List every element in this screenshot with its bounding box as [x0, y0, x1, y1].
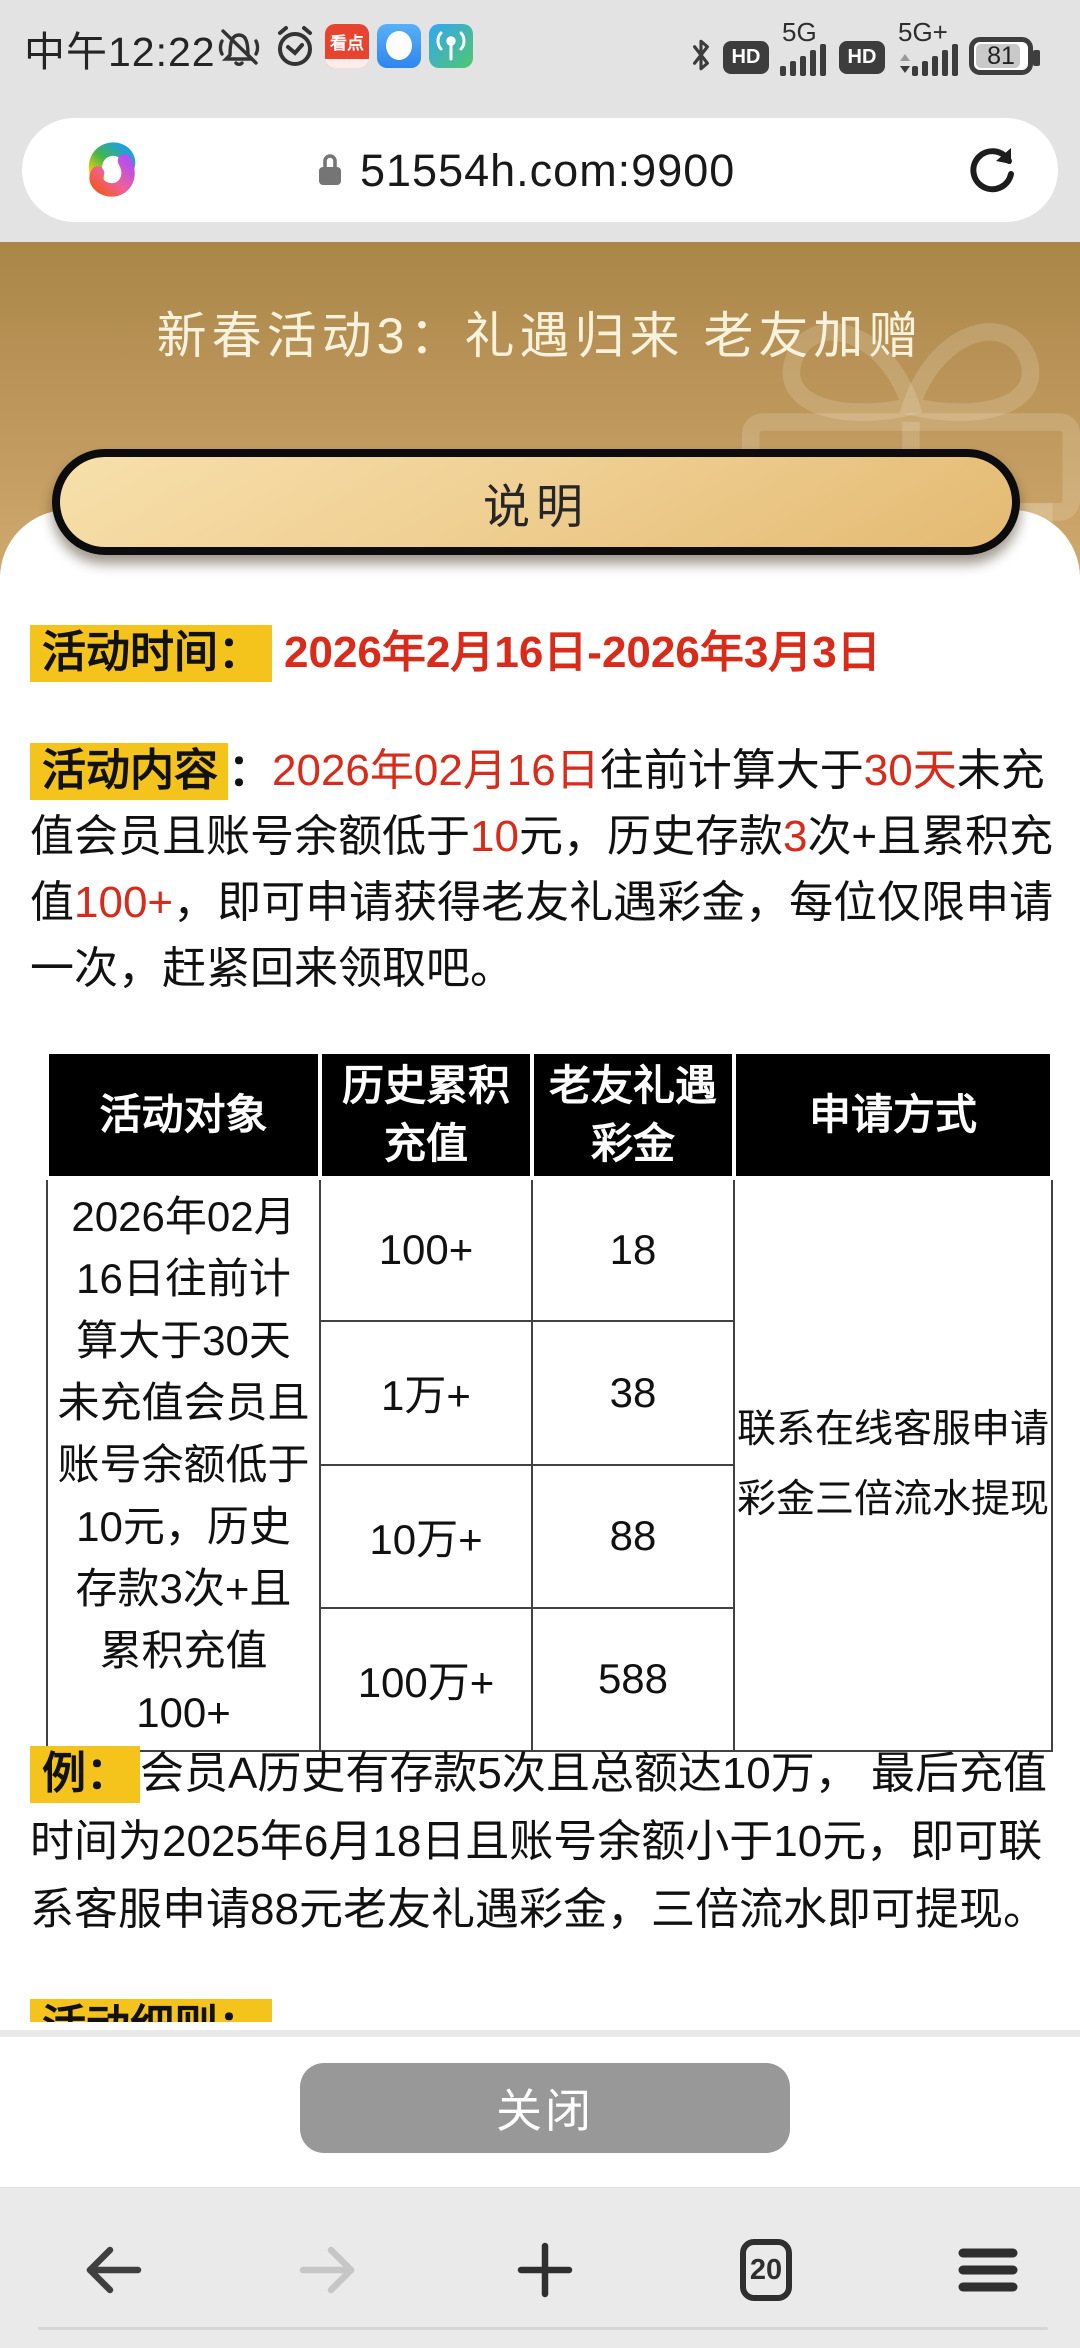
- cell-bonus: 588: [531, 1606, 735, 1753]
- table-header-row: 活动对象 历史累积充值 老友礼遇彩金 申请方式: [45, 1050, 1054, 1180]
- hotspot-app-icon: [429, 24, 473, 68]
- cell-target: 2026年02月16日往前计算大于30天未充值会员且账号余额低于10元，历史存款…: [46, 1177, 321, 1752]
- cell-bonus: 88: [531, 1463, 735, 1609]
- kandian-app-band: [325, 59, 369, 68]
- activity-time-value: 2026年2月16日-2026年3月3日: [284, 628, 881, 677]
- example-label: 例：: [30, 1746, 140, 1803]
- browser-bottom-bar: 20: [0, 2187, 1080, 2348]
- promo-title: 新春活动3：礼遇归来 老友加赠: [156, 308, 924, 364]
- table-row: 1万+ 38: [47, 1320, 1052, 1466]
- refresh-icon[interactable]: [966, 144, 1018, 196]
- network-5g-plus-label: 5G+: [898, 17, 948, 47]
- moon-app-icon: [377, 24, 421, 68]
- home-indicator: [38, 2327, 1048, 2330]
- battery-percent: 81: [987, 41, 1015, 70]
- header-target: 活动对象: [45, 1050, 322, 1180]
- signal-bars-icon: [780, 44, 826, 76]
- activity-detail-label: 活动内容: [30, 743, 228, 800]
- activity-time-row: 活动时间： 2026年2月16日-2026年3月3日: [30, 620, 1060, 686]
- activity-time-label: 活动时间：: [30, 625, 272, 682]
- alarm-clock-icon: [278, 26, 312, 66]
- activity-detail-paragraph: 活动内容 ：2026年02月16日往前计算大于30天未充值会员且账号余额低于10元…: [30, 738, 1060, 1002]
- cell-recharge: 1万+: [319, 1320, 533, 1466]
- kandian-app-label: 看点: [330, 34, 364, 53]
- back-button[interactable]: [75, 2232, 151, 2308]
- signal-bars-arrows-icon: [900, 44, 958, 76]
- cell-bonus: 38: [531, 1320, 735, 1466]
- close-bar: 关闭: [0, 2022, 1080, 2187]
- header-bonus: 老友礼遇彩金: [530, 1050, 736, 1180]
- vibrate-mute-icon: [218, 29, 260, 66]
- tabs-button[interactable]: 20: [728, 2232, 804, 2308]
- rules-paragraph: 活动细则：: [30, 1994, 1060, 2022]
- cell-apply: 联系在线客服申请 彩金三倍流水提现: [733, 1177, 1053, 1752]
- info-button[interactable]: 说明: [52, 449, 1020, 555]
- signal-5g: 5G: [780, 17, 828, 76]
- promo-table: 活动对象 历史累积充值 老友礼遇彩金 申请方式 2026年02月16日往前计算大…: [45, 1050, 1054, 1753]
- header-apply: 申请方式: [732, 1050, 1054, 1180]
- cell-recharge: 10万+: [319, 1463, 533, 1609]
- kandian-app-icon: 看点: [325, 24, 369, 68]
- cell-recharge: 100万+: [319, 1606, 533, 1753]
- lock-icon[interactable]: [316, 151, 344, 189]
- header-recharge: 历史累积充值: [318, 1050, 534, 1180]
- tab-count[interactable]: 20: [740, 2239, 792, 2301]
- network-5g-label: 5G: [782, 17, 817, 47]
- clock: 中午12:22: [24, 29, 216, 75]
- url-text[interactable]: 51554h.com:9900: [360, 145, 736, 196]
- rules-label: 活动细则：: [30, 1999, 272, 2022]
- forward-button[interactable]: [290, 2232, 366, 2308]
- cell-bonus: 18: [531, 1176, 735, 1323]
- hd-badge-1: HD: [723, 41, 769, 74]
- menu-button[interactable]: [950, 2232, 1026, 2308]
- signal-5g-plus: 5G+: [896, 17, 958, 76]
- hd-badge-2: HD: [839, 41, 885, 74]
- bluetooth-icon: [693, 39, 709, 71]
- battery-icon: 81: [969, 37, 1040, 75]
- browser-top-bar: 中午12:22 看点: [0, 0, 1080, 242]
- copilot-logo-icon[interactable]: [82, 140, 140, 198]
- example-paragraph: 例： 会员A历史有存款5次且总额达10万， 最后充值时间为2025年6月18日且账…: [30, 1740, 1060, 1944]
- close-button[interactable]: 关闭: [300, 2063, 790, 2153]
- activity-detail-colon: ：: [228, 746, 272, 795]
- status-indicators: HD 5G HD 5G+: [690, 17, 1040, 76]
- new-tab-button[interactable]: [507, 2232, 583, 2308]
- content-panel: 活动时间： 2026年2月16日-2026年3月3日 活动内容 ：2026年02月1…: [0, 510, 1080, 2022]
- table-row: 2026年02月16日往前计算大于30天未充值会员且账号余额低于10元，历史存款…: [46, 1176, 1053, 1752]
- table-row: 10万+ 88: [47, 1463, 1052, 1609]
- table-row: 100万+ 588: [47, 1606, 1052, 1753]
- cell-recharge: 100+: [319, 1176, 533, 1323]
- address-bar[interactable]: 51554h.com:9900: [22, 118, 1058, 222]
